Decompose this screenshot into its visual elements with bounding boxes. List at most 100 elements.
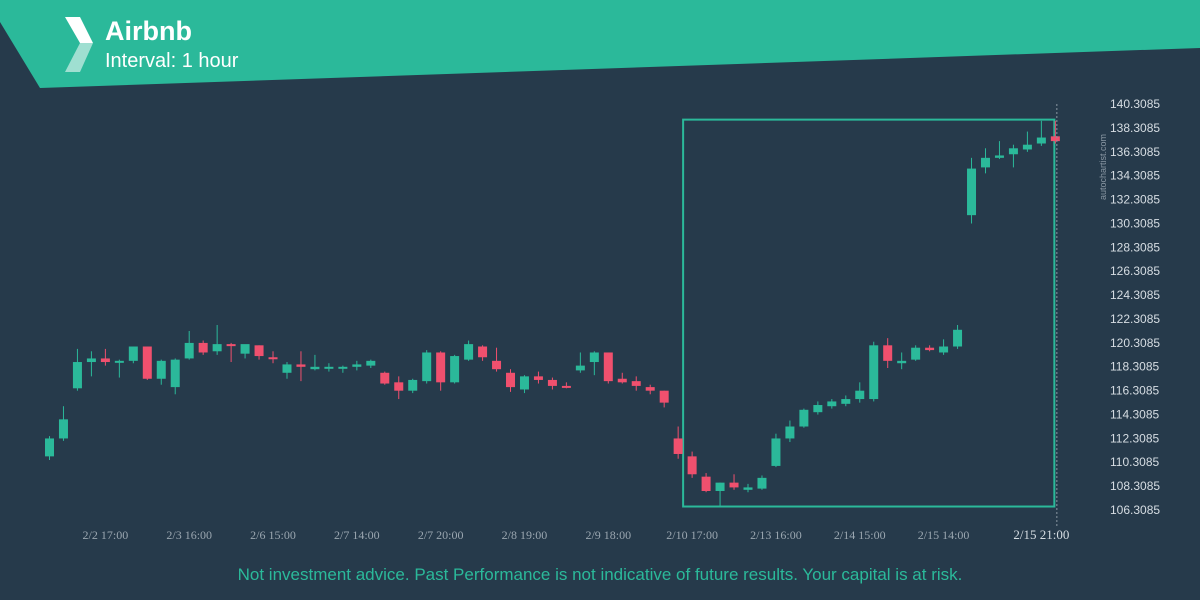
- candle-up: [464, 344, 474, 360]
- candle-up: [771, 438, 781, 466]
- candle-down: [436, 352, 446, 383]
- candle-down: [1050, 136, 1060, 142]
- candle-up: [911, 347, 921, 360]
- x-tick-label: 2/7 14:00: [334, 528, 380, 542]
- candle-up: [897, 360, 907, 364]
- candle-up: [366, 360, 376, 366]
- candle-down: [645, 387, 655, 391]
- candle-up: [953, 329, 963, 347]
- y-tick-label: 126.3085: [1110, 264, 1160, 278]
- x-tick-label: 2/10 17:00: [666, 528, 718, 542]
- candle-up: [715, 482, 725, 491]
- candle-down: [659, 390, 669, 403]
- candle-down: [701, 476, 711, 491]
- candle-down: [925, 347, 935, 351]
- candle-up: [980, 157, 990, 168]
- y-tick-label: 130.3085: [1110, 216, 1160, 230]
- candle-down: [729, 482, 739, 488]
- y-tick-label: 136.3085: [1110, 145, 1160, 159]
- candle-up: [58, 419, 68, 439]
- candle-up: [114, 360, 124, 363]
- candle-up: [45, 438, 54, 457]
- banner-shape: [0, 0, 1200, 88]
- candle-down: [100, 358, 110, 363]
- candle-up: [86, 358, 96, 363]
- candle-up: [128, 346, 138, 361]
- candle-up: [282, 364, 292, 373]
- candle-up: [408, 379, 418, 391]
- candle-down: [394, 382, 404, 391]
- candle-up: [72, 362, 82, 389]
- candle-down: [547, 379, 557, 386]
- candle-up: [743, 487, 753, 490]
- y-tick-label: 128.3085: [1110, 240, 1160, 254]
- x-tick-label: 2/2 17:00: [83, 528, 129, 542]
- candle-up: [994, 155, 1004, 158]
- candle-up: [1036, 137, 1046, 144]
- candle-down: [198, 342, 208, 353]
- candle-up: [967, 168, 977, 216]
- chart-title: Airbnb: [105, 16, 192, 46]
- y-tick-label: 140.3085: [1110, 97, 1160, 111]
- candle-down: [883, 345, 893, 361]
- candle-up: [841, 399, 851, 404]
- candle-up: [338, 366, 348, 369]
- y-tick-label: 120.3085: [1110, 336, 1160, 350]
- candle-down: [506, 372, 516, 388]
- candle-down: [533, 376, 543, 380]
- candle-up: [939, 346, 949, 353]
- candle-up: [422, 352, 432, 382]
- candle-up: [519, 376, 529, 390]
- pattern-box: [682, 118, 1056, 508]
- candle-up: [785, 426, 795, 439]
- y-tick-label: 108.3085: [1110, 479, 1160, 493]
- candle-down: [631, 381, 641, 386]
- candle-down: [603, 352, 613, 382]
- candle-down: [673, 438, 683, 454]
- candle-up: [156, 360, 166, 379]
- candle-up: [324, 366, 334, 369]
- candle-down: [617, 378, 627, 383]
- disclaimer: Not investment advice. Past Performance …: [237, 565, 963, 584]
- candle-up: [240, 344, 250, 354]
- candle-down: [380, 372, 390, 384]
- x-tick-label: 2/14 15:00: [834, 528, 886, 542]
- interval-label: Interval: 1 hour: [105, 50, 239, 72]
- y-tick-label: 138.3085: [1110, 121, 1160, 135]
- candle-up: [1008, 148, 1018, 155]
- y-tick-label: 116.3085: [1110, 384, 1159, 398]
- x-tick-label: 2/6 15:00: [250, 528, 296, 542]
- candle-up: [1022, 144, 1032, 150]
- watermark-text: autochartist.com: [1098, 134, 1108, 200]
- candle-down: [268, 357, 278, 360]
- y-tick-label: 124.3085: [1110, 288, 1160, 302]
- header-banner: [0, 0, 1200, 88]
- x-tick-label: 2/13 16:00: [750, 528, 802, 542]
- candle-up: [813, 405, 823, 413]
- y-tick-label: 118.3085: [1110, 360, 1159, 374]
- x-tick-label: 2/8 19:00: [502, 528, 548, 542]
- candle-up: [450, 356, 460, 383]
- candle-up: [184, 342, 194, 359]
- x-tick-label: 2/9 18:00: [585, 528, 631, 542]
- candle-down: [492, 360, 502, 370]
- y-tick-label: 106.3085: [1110, 503, 1160, 517]
- candle-up: [799, 409, 809, 427]
- candle-up: [757, 477, 767, 489]
- candle-up: [855, 390, 865, 400]
- y-tick-label: 112.3085: [1110, 431, 1159, 445]
- candle-down: [478, 346, 488, 358]
- y-tick-label: 114.3085: [1110, 407, 1159, 421]
- candle-up: [589, 352, 599, 363]
- candle-down: [142, 346, 152, 379]
- candle-down: [687, 456, 697, 475]
- y-tick-label: 134.3085: [1110, 169, 1160, 183]
- candle-up: [212, 344, 222, 352]
- y-tick-label: 122.3085: [1110, 312, 1160, 326]
- candle-down: [561, 385, 571, 388]
- x-tick-label: 2/7 20:00: [418, 528, 464, 542]
- candle-up: [827, 401, 837, 407]
- x-tick-label: 2/15 21:00: [1013, 527, 1069, 542]
- x-tick-label: 2/3 16:00: [166, 528, 212, 542]
- candle-up: [869, 345, 879, 400]
